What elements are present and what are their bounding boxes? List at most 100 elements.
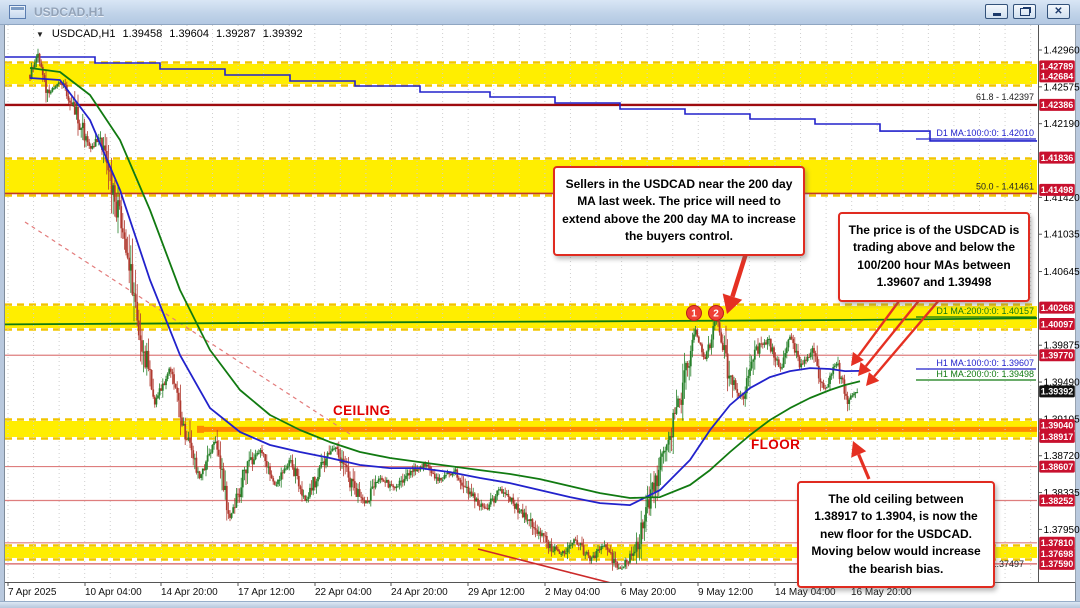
price-badge-value: 1.37810 [1041,538,1074,548]
price-badge-value: 1.37590 [1041,559,1074,569]
time-tick: 2 May 04:00 [545,587,600,598]
red-arrow [864,297,922,368]
price-badge-value: 1.42789 [1041,62,1074,72]
time-tick: 10 Apr 04:00 [85,587,142,598]
time-tick: 14 May 04:00 [775,587,836,598]
red-arrow [857,453,871,480]
chart-window-icon [9,5,26,19]
yellow-band [5,159,1037,195]
price-tick: 1.41420 [1044,193,1080,204]
annotation-box-mas: The price is of the USDCAD is trading ab… [838,212,1030,302]
d1-ma100-line [5,56,1037,142]
marker-number: 2 [713,309,719,320]
price-badge [1039,557,1075,570]
price-badge-value: 1.41836 [1041,153,1074,163]
time-tick: 17 Apr 12:00 [238,587,295,598]
price-badge-value: 1.38607 [1041,462,1074,472]
numbered-marker [708,305,724,321]
price-badge [1039,183,1075,196]
ceiling-label: CEILING [333,403,391,418]
trendline [477,548,611,582]
floor-label: FLOOR [751,437,801,452]
window-titlebar[interactable]: USDCAD,H1 ✕ [0,0,1080,25]
price-badge [1039,419,1075,432]
ohlc-header: ▼ USDCAD,H1 1.39458 1.39604 1.39287 1.39… [36,28,303,40]
price-tick: 1.39490 [1044,378,1080,389]
marker-number: 1 [691,309,697,320]
price-badge-value: 1.42684 [1041,72,1074,82]
h1-ma200-line [29,67,861,499]
candlesticks [29,48,859,571]
price-badge-value: 1.38252 [1041,496,1074,506]
price-badge [1039,430,1075,443]
price-tick: 1.39875 [1044,341,1080,352]
price-tick: 1.37950 [1044,525,1080,536]
ma-label: H1 MA:200:0:0: 1.39498 [936,369,1034,379]
fib-label: 61.8 - 1.42397 [976,92,1034,102]
price-badge-value: 1.40268 [1041,303,1074,313]
price-badge [1039,151,1075,164]
price-badge [1039,98,1075,111]
price-badge-value: 1.39392 [1041,387,1074,397]
price-badge [1039,301,1075,314]
restore-icon [1019,7,1030,16]
red-arrow [873,298,941,378]
price-axis[interactable]: 1.42960 1.42575 1.42190 1.41420 1.41035 1.406… [1038,25,1080,582]
price-badge [1039,70,1075,83]
window-controls: ✕ [985,4,1070,19]
time-tick: 24 Apr 20:00 [391,587,448,598]
minimize-icon [992,13,1001,16]
price-badge [1039,536,1075,549]
yellow-band [5,546,1037,558]
status-bar [0,601,1080,608]
price-badge [1039,60,1075,73]
yellow-band [5,63,1037,84]
h1-ma100-line [29,77,861,507]
price-badge [1039,494,1075,507]
annotation-box-sellers: Sellers in the USDCAD near the 200 day M… [553,166,805,256]
price-tick: 1.38720 [1044,451,1080,462]
price-badge-value: 1.39770 [1041,351,1074,361]
price-tick: 1.41035 [1044,230,1080,241]
price-badge-value: 1.38917 [1041,432,1074,442]
restore-button[interactable] [1013,4,1036,19]
numbered-marker [686,305,702,321]
price-badge-value: 1.39040 [1041,420,1074,430]
price-tick: 1.42960 [1044,46,1080,57]
price-badge [1039,460,1075,473]
trendline [24,221,351,435]
price-badge [1039,547,1075,560]
close-button[interactable]: ✕ [1047,4,1070,19]
price-badge-value: 1.37698 [1041,549,1074,559]
price-tick: 1.38335 [1044,488,1080,499]
price-tick: 1.42575 [1044,82,1080,93]
time-tick: 22 Apr 04:00 [315,587,372,598]
hourly-ma-lines [29,67,861,507]
price-badge [1039,349,1075,362]
time-tick: 7 Apr 2025 [8,587,57,598]
price-badge-value: 1.42386 [1041,100,1074,110]
ma-label: D1 MA:200:0:0: 1.40157 [936,306,1034,316]
price-badge [1039,318,1075,330]
time-tick: 6 May 20:00 [621,587,676,598]
ohlc-low: 1.39287 [216,28,256,40]
ma-label: D1 MA:100:0:0: 1.42010 [936,128,1034,138]
window-title: USDCAD,H1 [34,5,105,19]
daily-ma-lines [5,56,1037,326]
chevron-down-icon[interactable]: ▼ [36,29,44,39]
ohlc-high: 1.39604 [169,28,210,40]
time-tick: 9 May 12:00 [698,587,753,598]
red-arrow [857,296,903,357]
annotation-box-floor: The old ceiling between 1.38917 to 1.390… [797,481,995,588]
price-tick: 1.40645 [1044,267,1080,278]
ma-label: H1 MA:100:0:0: 1.39607 [936,358,1034,368]
minimize-button[interactable] [985,4,1008,19]
time-tick: 16 May 20:00 [851,587,912,598]
d1-ma200-line [5,317,1037,326]
time-tick: 29 Apr 12:00 [468,587,525,598]
ohlc-close: 1.39392 [262,28,303,40]
price-badge-value: 1.40097 [1041,319,1074,329]
ohlc-open: 1.39458 [122,28,163,40]
